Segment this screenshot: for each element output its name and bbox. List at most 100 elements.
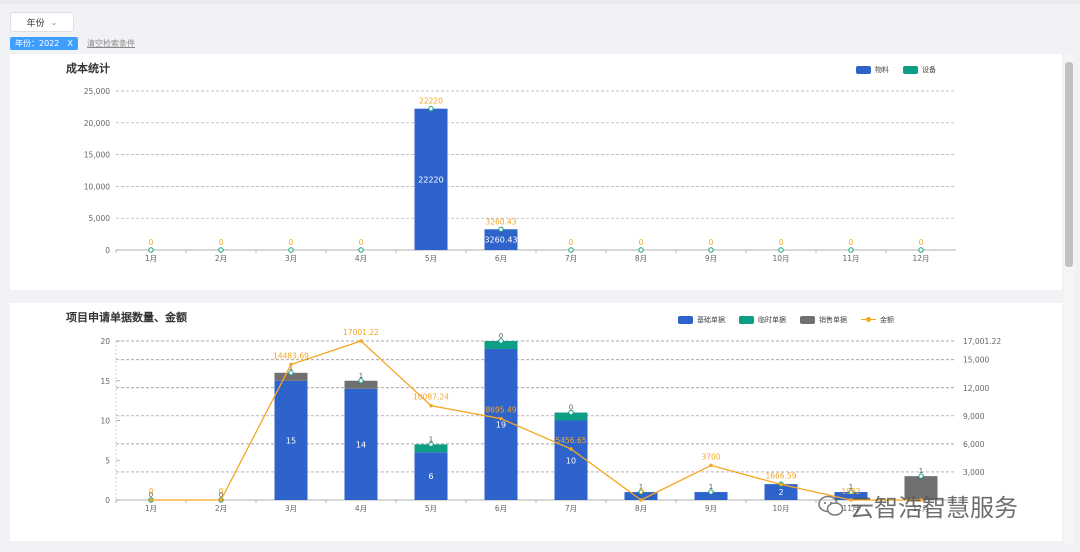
amount-line	[151, 340, 921, 501]
amount-point	[919, 498, 923, 502]
y-tick-label: 10,000	[84, 182, 110, 191]
amount-point	[359, 339, 363, 343]
total-label: 0	[219, 238, 224, 247]
y-right-tick-label: 6,000	[963, 440, 985, 449]
point-marker	[498, 226, 504, 232]
total-label: 0	[569, 238, 574, 247]
amount-point	[849, 498, 853, 502]
bar-segment	[274, 380, 308, 500]
x-tick-label: 11月	[842, 254, 859, 263]
x-tick-label: 7月	[565, 504, 577, 513]
y-right-tick-label: 15,000	[963, 356, 989, 365]
filter-tag-label: 年份：2022	[15, 39, 60, 48]
amount-point	[639, 498, 643, 502]
x-tick-label: 9月	[705, 504, 717, 513]
scrollbar-thumb[interactable]	[1065, 62, 1073, 267]
amount-label: 10087.24	[413, 393, 449, 402]
legend-item-material[interactable]: 物料	[856, 65, 889, 75]
y-tick-label: 5,000	[89, 214, 111, 223]
amount-point	[149, 498, 153, 502]
bar-material	[484, 229, 518, 250]
total-label: 0	[359, 238, 364, 247]
tag-close-icon[interactable]: X	[67, 39, 73, 48]
x-tick-label: 4月	[355, 254, 367, 263]
total-label: 0	[149, 238, 154, 247]
bar-segment	[904, 476, 938, 500]
y-right-tick-label: 3,000	[963, 468, 985, 477]
legend-item-sales[interactable]: 销售单据	[800, 315, 847, 325]
bar-label: 3260.43	[484, 236, 517, 245]
bar-label: 2	[778, 488, 783, 497]
x-tick-label: 9月	[705, 254, 717, 263]
stack-total-label: 0	[219, 491, 223, 499]
chevron-down-icon: ⌄	[50, 17, 58, 27]
bar-segment	[694, 492, 728, 500]
application-chart-legend: 基础单据 临时单据 销售单据 金额	[678, 315, 894, 325]
year-dropdown-label: 年份	[26, 18, 45, 29]
filter-tag[interactable]: 年份：2022 X	[10, 37, 78, 50]
stack-marker	[708, 489, 714, 495]
stack-marker	[498, 338, 504, 344]
bar-label: 10	[566, 456, 576, 465]
clear-filters-link[interactable]: 清空检索条件	[87, 39, 135, 48]
y-right-tick-label: 17,001.22	[963, 337, 1001, 346]
stack-marker	[638, 489, 644, 495]
bar-segment	[484, 348, 518, 500]
bar-label: 22220	[418, 175, 443, 184]
amount-label: 17001.22	[343, 328, 379, 337]
stack-marker	[428, 441, 434, 448]
amount-label: 0	[219, 487, 224, 496]
year-dropdown[interactable]: 年份 ⌄	[10, 12, 74, 32]
bar-segment	[484, 341, 518, 349]
point-marker	[288, 247, 294, 253]
total-label: 0	[849, 238, 854, 247]
x-tick-label: 8月	[635, 504, 647, 513]
bar-segment	[414, 452, 448, 500]
x-tick-label: 3月	[285, 504, 297, 513]
point-marker	[848, 247, 854, 253]
page-scrollbar[interactable]	[1064, 54, 1074, 544]
point-marker	[638, 247, 644, 253]
bar-segment	[344, 380, 378, 389]
x-tick-label: 5月	[425, 504, 437, 513]
amount-label: 5456.65	[555, 436, 586, 445]
bar-segment	[344, 388, 378, 500]
legend-item-basic[interactable]: 基础单据	[678, 315, 725, 325]
bar-segment	[764, 484, 798, 500]
y-left-tick-label: 0	[105, 496, 110, 505]
point-marker	[708, 247, 714, 253]
stack-marker	[568, 409, 574, 416]
stack-marker	[848, 489, 854, 495]
amount-label: 1992	[841, 487, 860, 496]
stack-total-label: 0	[149, 491, 153, 499]
amount-point	[429, 403, 433, 408]
amount-point	[709, 463, 713, 468]
bar-segment	[414, 444, 448, 453]
amount-label: 8695.49	[485, 406, 516, 415]
application-chart-plot: 051015203,0006,0009,00012,00015,00017,00…	[100, 328, 1001, 513]
stack-total-label: 1	[359, 372, 363, 380]
amount-point	[289, 362, 293, 367]
legend-item-amount[interactable]: 金额	[861, 315, 894, 325]
cost-chart-plot: 0 5,000 10,000 15,000 20,000 25,000 1月 0 2月 0 3月 0 4…	[84, 87, 956, 263]
total-label: 22220	[419, 97, 443, 106]
x-tick-label: 5月	[425, 254, 437, 263]
y-left-tick-label: 15	[100, 377, 110, 386]
legend-item-equipment[interactable]: 设备	[903, 65, 936, 75]
x-tick-label: 1月	[145, 254, 157, 263]
watermark-text: 云智浩智慧服务	[850, 494, 1018, 522]
bar-label: 6	[428, 472, 433, 481]
y-left-tick-label: 5	[105, 456, 110, 465]
legend-item-temporary[interactable]: 临时单据	[739, 315, 786, 325]
stack-total-label: 1	[289, 364, 293, 372]
total-label: 0	[709, 238, 714, 247]
cost-chart-title: 成本统计	[66, 62, 110, 75]
application-chart-title: 项目申请单据数量、金额	[66, 311, 187, 324]
y-right-tick-label: 12,000	[963, 384, 989, 393]
bar-label: 15	[286, 436, 296, 445]
application-chart-panel: 项目申请单据数量、金额 基础单据 临时单据 销售单据 金额 0 5 10 15 20 3,…	[10, 303, 1062, 541]
y-left-tick-label: 20	[100, 337, 110, 346]
y-tick-label: 25,000	[84, 87, 110, 96]
top-strip	[0, 0, 1080, 4]
x-tick-label: 6月	[495, 504, 507, 513]
